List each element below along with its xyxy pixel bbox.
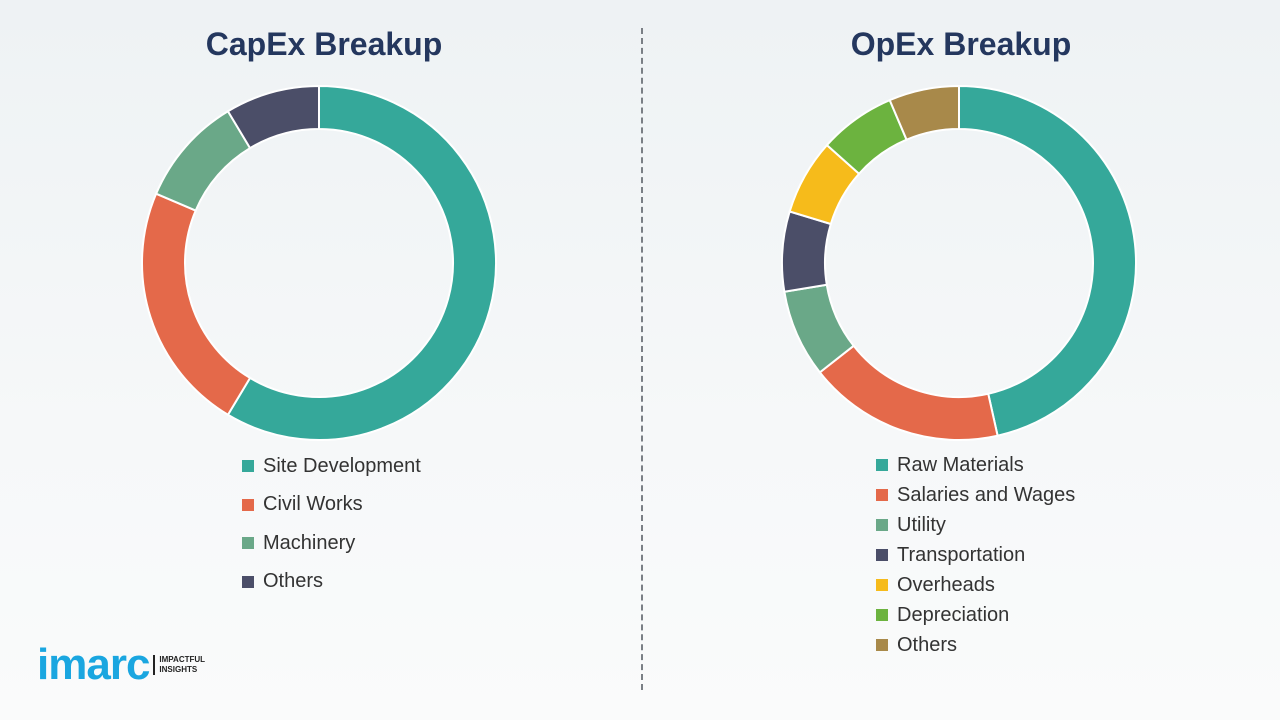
legend-swatch bbox=[242, 575, 254, 588]
legend-item: Salaries and Wages bbox=[876, 480, 1075, 510]
capex-donut bbox=[141, 84, 497, 441]
legend-item: Site Development bbox=[242, 447, 421, 486]
slice-salaries-and-wages bbox=[818, 344, 999, 441]
legend-label: Raw Materials bbox=[897, 453, 1024, 476]
legend-swatch bbox=[242, 498, 254, 511]
slice-transportation bbox=[781, 210, 833, 293]
slice-civil-works bbox=[141, 192, 252, 417]
capex-title: CapEx Breakup bbox=[205, 26, 443, 62]
legend-swatch bbox=[876, 639, 888, 651]
legend-swatch bbox=[876, 579, 888, 591]
legend-item: Overheads bbox=[876, 570, 1075, 600]
slice-others bbox=[226, 84, 320, 150]
slice-raw-materials bbox=[958, 84, 1137, 437]
legend-label: Salaries and Wages bbox=[897, 483, 1076, 506]
logo-word: imarc bbox=[37, 640, 150, 689]
legend-label: Depreciation bbox=[897, 603, 1010, 626]
legend-item: Others bbox=[876, 630, 1075, 660]
legend-label: Others bbox=[263, 570, 324, 593]
legend-label: Machinery bbox=[263, 531, 356, 554]
legend-label: Others bbox=[897, 633, 958, 656]
opex-donut bbox=[781, 84, 1137, 441]
legend-swatch bbox=[876, 519, 888, 531]
legend-swatch bbox=[242, 537, 254, 550]
slice-others bbox=[888, 84, 960, 142]
divider bbox=[641, 28, 643, 690]
legend-item: Civil Works bbox=[242, 486, 421, 525]
opex-legend: Raw Materials Salaries and Wages Utility Tr… bbox=[876, 450, 1075, 660]
logo-tagline: IMPACTFUL INSIGHTS bbox=[153, 655, 205, 675]
legend-label: Site Development bbox=[263, 454, 421, 477]
legend-item: Transportation bbox=[876, 540, 1075, 570]
legend-swatch bbox=[876, 549, 888, 561]
capex-legend: Site Development Civil Works Machinery Othe… bbox=[242, 447, 421, 601]
legend-item: Others bbox=[242, 563, 421, 602]
legend-label: Overheads bbox=[897, 573, 995, 596]
legend-item: Raw Materials bbox=[876, 450, 1075, 480]
legend-label: Utility bbox=[897, 513, 946, 536]
legend-swatch bbox=[876, 609, 888, 621]
opex-title: OpEx Breakup bbox=[850, 26, 1072, 62]
legend-swatch bbox=[876, 459, 888, 471]
imarc-logo: imarc IMPACTFUL INSIGHTS bbox=[37, 640, 205, 689]
legend-label: Transportation bbox=[897, 543, 1026, 566]
legend-item: Machinery bbox=[242, 524, 421, 563]
legend-swatch bbox=[876, 489, 888, 501]
legend-swatch bbox=[242, 460, 254, 473]
legend-item: Utility bbox=[876, 510, 1075, 540]
legend-item: Depreciation bbox=[876, 600, 1075, 630]
legend-label: Civil Works bbox=[263, 493, 363, 516]
slice-site-development bbox=[226, 84, 497, 441]
